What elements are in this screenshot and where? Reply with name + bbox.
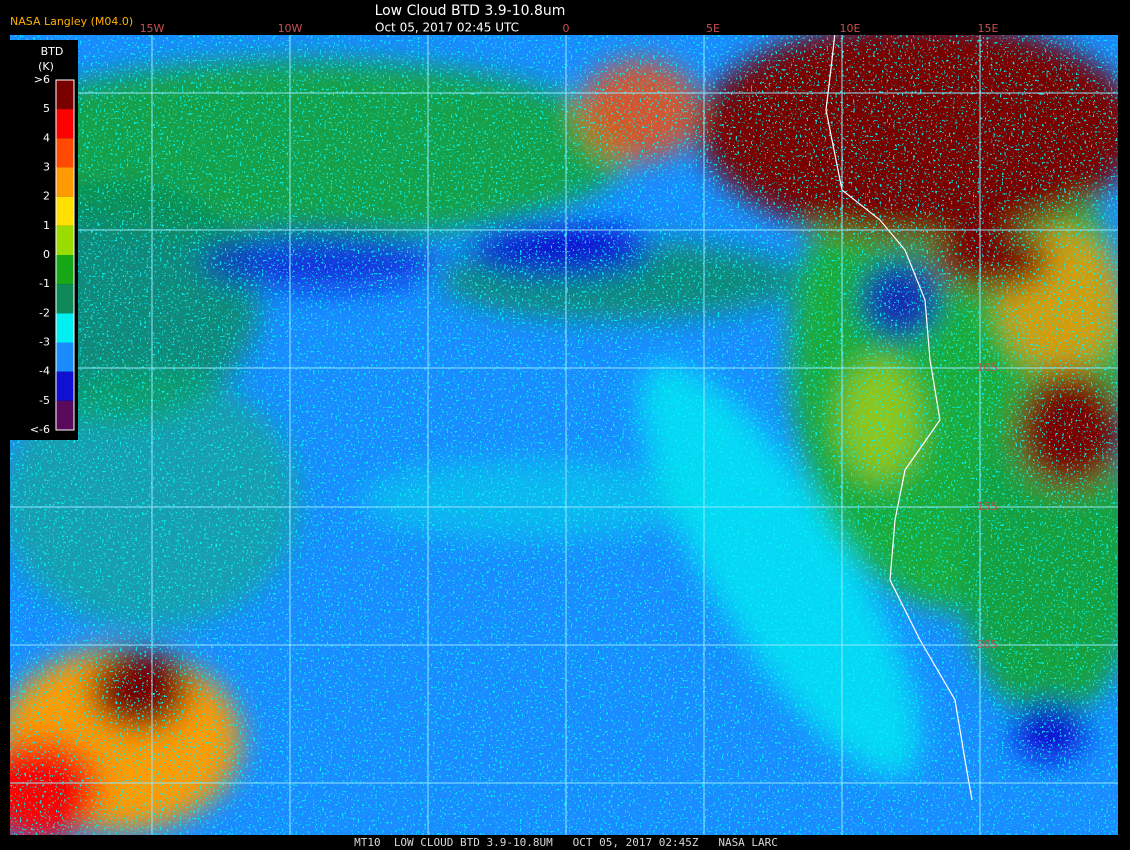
longitude-label: 15E [978, 22, 999, 35]
longitude-label: 15W [140, 22, 165, 35]
longitude-label: 10W [278, 22, 303, 35]
legend-label: <-6 [30, 423, 50, 436]
longitude-label: 10E [840, 22, 861, 35]
legend-swatch [56, 284, 74, 314]
legend-swatch [56, 138, 74, 168]
legend-label: >6 [34, 73, 50, 86]
legend-label: 4 [43, 131, 50, 144]
latitude-label: 20S [977, 638, 998, 651]
legend-label: -1 [39, 277, 50, 290]
footer: MT10 LOW CLOUD BTD 3.9-10.8UM OCT 05, 20… [354, 836, 778, 849]
legend-title: BTD [41, 45, 64, 58]
legend-frame [55, 79, 75, 431]
legend-swatch [56, 313, 74, 343]
latitude-labels: 10S 15S 20S [977, 361, 998, 651]
legend-label: -4 [39, 365, 50, 378]
legend-label: 3 [43, 161, 50, 174]
legend-label: 0 [43, 248, 50, 261]
legend-swatch [56, 342, 74, 372]
longitude-labels: 15W 10W 0 5E 10E 15E [140, 22, 999, 35]
graticule [10, 35, 1118, 835]
legend-swatch [56, 80, 74, 110]
subtitle: Oct 05, 2017 02:45 UTC [375, 21, 519, 35]
legend: BTD (K) >6 5 4 3 2 1 0 -1 -2 -3 -4 -5 <-6 [8, 40, 78, 440]
legend-swatch [56, 196, 74, 226]
latitude-label: 15S [977, 500, 998, 513]
legend-label: -5 [39, 394, 50, 407]
legend-swatch [56, 167, 74, 197]
legend-label: -3 [39, 336, 50, 349]
legend-label: -2 [39, 306, 50, 319]
agency-label: NASA Langley (M04.0) [10, 15, 133, 28]
legend-swatch [56, 109, 74, 139]
legend-label: 1 [43, 219, 50, 232]
legend-swatch [56, 255, 74, 285]
legend-unit: (K) [38, 60, 54, 73]
legend-swatch [56, 225, 74, 255]
legend-swatch [56, 371, 74, 401]
title: Low Cloud BTD 3.9-10.8um [375, 3, 566, 19]
coastline [825, 35, 973, 801]
legend-swatch [56, 400, 74, 430]
legend-label: 2 [43, 190, 50, 203]
latitude-label: 10S [977, 361, 998, 374]
imagery [10, 35, 1118, 835]
longitude-label: 5E [706, 22, 720, 35]
legend-label: 5 [43, 102, 50, 115]
longitude-label: 0 [563, 22, 570, 35]
